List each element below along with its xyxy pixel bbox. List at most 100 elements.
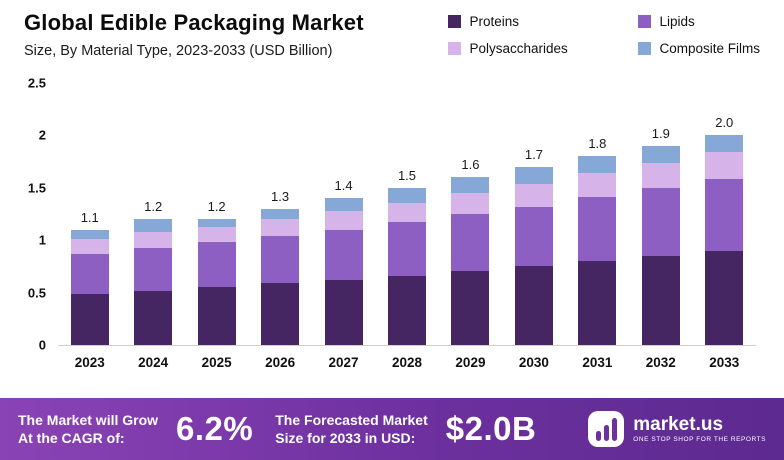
bar-total-label: 1.5 xyxy=(397,167,417,183)
bar-2024 xyxy=(134,219,173,345)
legend-item-composite-films: Composite Films xyxy=(638,41,760,56)
cagr-value: 6.2% xyxy=(176,410,254,447)
marketus-logo[interactable]: market.us ONE STOP SHOP FOR THE REPORTS xyxy=(588,411,766,447)
segment-proteins xyxy=(324,280,363,345)
x-axis-label-2026: 2026 xyxy=(265,355,296,370)
bar-total-label: 1.4 xyxy=(334,178,353,194)
bar-total-label: 1.2 xyxy=(144,199,163,215)
bar-column-2029: 1.6 xyxy=(439,157,502,345)
footer-banner: The Market will Grow At the CAGR of: 6.2… xyxy=(0,398,784,460)
bar-column-2025: 1.2 xyxy=(185,199,248,345)
title-block: Global Edible Packaging Market Size, By … xyxy=(24,10,364,59)
bar-total-label: 1.9 xyxy=(651,125,670,141)
x-axis-label-2025: 2025 xyxy=(201,355,232,370)
segment-proteins xyxy=(261,283,300,345)
segment-proteins xyxy=(134,290,173,345)
y-tick-label: 0 xyxy=(38,337,46,353)
bar-total-label: 1.1 xyxy=(80,209,99,225)
segment-composite-films xyxy=(705,135,744,153)
segment-proteins xyxy=(705,250,744,345)
segment-polysaccharides xyxy=(705,152,744,180)
x-axis-label-2023: 2023 xyxy=(74,355,105,370)
segment-lipids xyxy=(134,247,173,291)
chart-header: Global Edible Packaging Market Size, By … xyxy=(0,0,784,59)
bar-column-2033: 2.0 xyxy=(693,115,756,345)
segment-proteins xyxy=(70,293,109,345)
x-axis-label-2029: 2029 xyxy=(455,355,486,370)
segment-lipids xyxy=(261,236,300,284)
x-axis-labels: 2023 2024 2025 2026 2027 2028 2029 2030 2031 2032… xyxy=(58,355,756,370)
page-subtitle: Size, By Material Type, 2023-2033 (USD B… xyxy=(24,43,333,59)
bar-2033 xyxy=(705,135,744,345)
y-tick-label: 2 xyxy=(38,127,46,143)
bar-2023 xyxy=(70,229,109,345)
y-tick-label: 1.5 xyxy=(27,180,46,196)
segment-proteins xyxy=(641,255,680,345)
segment-lipids xyxy=(197,242,236,288)
bar-2026 xyxy=(261,208,300,345)
x-axis-label-2027: 2027 xyxy=(328,355,359,370)
segment-composite-films xyxy=(451,177,490,194)
segment-composite-films xyxy=(70,229,109,240)
segment-lipids xyxy=(578,197,617,262)
segment-polysaccharides xyxy=(324,210,363,230)
legend-swatch-icon xyxy=(448,15,462,28)
cagr-label-line1: The Market will Grow xyxy=(18,411,159,428)
y-axis: 0 0.5 1 1.5 2 2.5 xyxy=(16,76,58,353)
forecast-value: $2.0B xyxy=(445,410,537,447)
legend-label: Proteins xyxy=(469,14,519,29)
segment-lipids xyxy=(641,187,680,256)
segment-polysaccharides xyxy=(451,193,490,215)
bar-column-2028: 1.5 xyxy=(375,168,438,345)
brand-name: market.us xyxy=(633,413,724,435)
bar-total-label: 2.0 xyxy=(715,115,734,131)
segment-polysaccharides xyxy=(197,226,236,243)
brand-tagline: ONE STOP SHOP FOR THE REPORTS xyxy=(633,436,766,444)
y-tick-label: 0.5 xyxy=(27,285,46,301)
cagr-label: The Market will Grow At the CAGR of: xyxy=(18,411,158,447)
segment-composite-films xyxy=(578,156,617,174)
bar-column-2024: 1.2 xyxy=(121,199,184,345)
x-axis-label-2024: 2024 xyxy=(138,355,169,370)
segment-composite-films xyxy=(261,208,300,220)
cagr-label-line2: At the CAGR of: xyxy=(18,430,125,446)
marketus-logo-icon xyxy=(588,411,625,447)
logo-bar-small xyxy=(595,431,601,441)
segment-proteins xyxy=(514,266,553,345)
y-tick-label: 2.5 xyxy=(27,75,46,91)
bar-2028 xyxy=(387,187,426,345)
segment-proteins xyxy=(197,287,236,345)
bar-total-label: 1.3 xyxy=(271,188,290,204)
segment-composite-films xyxy=(197,219,236,227)
legend-label: Lipids xyxy=(659,14,695,29)
segment-composite-films xyxy=(641,145,680,163)
bar-2025 xyxy=(197,219,236,345)
legend-label: Composite Films xyxy=(659,41,760,56)
segment-lipids xyxy=(705,179,744,251)
segment-composite-films xyxy=(387,187,426,203)
stacked-bar-chart: 0 0.5 1 1.5 2 2.5 1.1 1.2 1.2 1.3 1.4 1.5 1.6 1.7 1.8… xyxy=(0,59,784,392)
logo-bar-large xyxy=(611,418,617,441)
bar-2031 xyxy=(578,156,617,345)
legend-item-lipids: Lipids xyxy=(638,14,760,29)
bar-2032 xyxy=(641,145,680,345)
bar-total-label: 1.7 xyxy=(524,146,543,162)
legend-swatch-icon xyxy=(638,42,652,55)
segment-polysaccharides xyxy=(578,173,617,198)
segment-composite-films xyxy=(134,219,173,232)
bar-column-2032: 1.9 xyxy=(629,126,692,345)
bar-2029 xyxy=(451,177,490,345)
segment-polysaccharides xyxy=(70,239,109,254)
bar-total-label: 1.8 xyxy=(588,136,607,152)
bar-2027 xyxy=(324,198,363,345)
y-tick-label: 1 xyxy=(38,232,46,248)
bar-column-2030: 1.7 xyxy=(502,147,565,345)
forecast-label-line1: The Forecasted Market xyxy=(275,411,428,428)
bar-total-label: 1.6 xyxy=(461,157,480,173)
x-axis-label-2031: 2031 xyxy=(582,355,613,370)
segment-polysaccharides xyxy=(641,162,680,188)
legend-item-proteins: Proteins xyxy=(448,14,598,29)
segment-polysaccharides xyxy=(514,183,553,207)
segment-composite-films xyxy=(324,198,363,211)
